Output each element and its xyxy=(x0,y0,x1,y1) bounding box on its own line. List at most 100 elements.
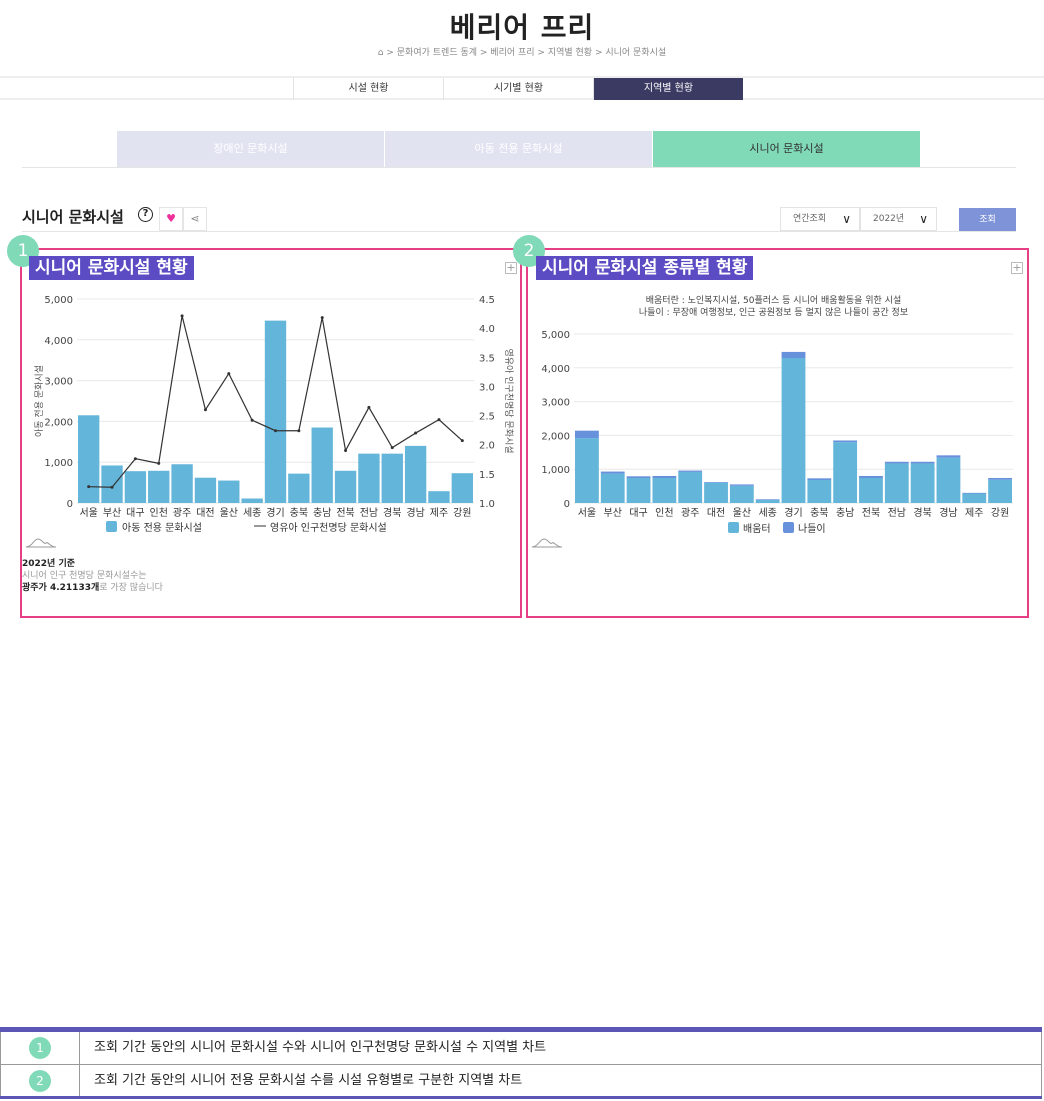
x-tick-label: 세종 xyxy=(243,507,261,519)
chart-subtitle: 나들이 : 무장애 여행정보, 인근 공원정보 등 멀지 않은 나들이 공간 정… xyxy=(639,306,908,318)
y-tick-label: 3,000 xyxy=(541,398,570,409)
x-tick-label: 경남 xyxy=(406,506,424,519)
breadcrumb-item[interactable]: 지역별 현황 xyxy=(547,48,593,58)
line-point xyxy=(460,439,464,443)
line-point xyxy=(227,372,231,376)
help-icon[interactable]: ? xyxy=(138,207,153,222)
bar-nadeuri xyxy=(910,461,935,464)
expand-icon[interactable]: + xyxy=(1011,261,1023,274)
line-point xyxy=(203,408,207,412)
bar-nadeuri xyxy=(704,482,728,483)
chevron-down-icon: ∨ xyxy=(842,212,851,226)
line-point xyxy=(157,461,161,465)
y-tick-label: 5,000 xyxy=(541,330,570,341)
bar-baeumteo xyxy=(575,438,599,503)
row-number-badge: 1 xyxy=(29,1037,51,1059)
tab-period-status[interactable]: 시기별 현황 xyxy=(443,78,593,100)
expand-icon[interactable]: + xyxy=(505,261,517,274)
breadcrumb-item[interactable]: 베리어 프리 xyxy=(490,48,535,58)
page-title: 베리어 프리 xyxy=(449,11,595,44)
year-select[interactable]: 2022년 ∨ xyxy=(860,207,937,231)
x-tick-label: 제주 xyxy=(965,507,983,519)
y-tick-label: 4,000 xyxy=(44,336,73,347)
bar xyxy=(124,471,147,503)
search-button[interactable]: 조회 xyxy=(959,208,1016,232)
y-tick-label: 0 xyxy=(67,499,73,510)
bar-nadeuri xyxy=(755,499,780,500)
y-axis-label: 아동 전용 문화시설 xyxy=(34,365,45,437)
y2-tick-label: 3.5 xyxy=(479,353,495,364)
y-tick-label: 0 xyxy=(564,499,570,510)
chart-logo-icon xyxy=(25,538,57,548)
line-point xyxy=(414,431,418,435)
legend-label: 배움터 xyxy=(743,523,771,535)
bar-baeumteo xyxy=(704,482,728,503)
panel-1 xyxy=(20,248,522,618)
line-point xyxy=(133,457,137,461)
y2-tick-label: 2.0 xyxy=(479,441,495,452)
subtab-children[interactable]: 아동 전용 문화시설 xyxy=(385,131,653,167)
bar-nadeuri xyxy=(833,440,858,443)
chevron-down-icon: ∨ xyxy=(919,212,928,226)
description-text: 조회 기간 동안의 시니어 전용 문화시설 수를 시설 유형별로 구분한 지역별… xyxy=(80,1065,1042,1096)
tab-region-status[interactable]: 지역별 현황 xyxy=(593,78,743,100)
bar-nadeuri xyxy=(807,478,832,481)
bar xyxy=(218,480,240,503)
subtab-disabled[interactable]: 장애인 문화시설 xyxy=(117,131,385,167)
legend-swatch xyxy=(106,521,117,532)
x-tick-label: 강원 xyxy=(991,507,1009,519)
tab-facility-status[interactable]: 시설 현황 xyxy=(293,78,443,100)
y2-tick-label: 3.0 xyxy=(479,382,495,393)
heart-icon[interactable]: ♥ xyxy=(159,207,183,231)
panel-2 xyxy=(526,248,1029,618)
bar-baeumteo xyxy=(652,477,677,503)
x-tick-label: 충남 xyxy=(313,507,331,519)
legend-swatch xyxy=(728,522,739,533)
bar xyxy=(358,453,380,503)
x-tick-label: 울산 xyxy=(220,507,238,519)
chart-2: 배움터란 : 노인복지시설, 50플러스 등 시니어 배움활동을 위한 시설나들… xyxy=(531,294,1013,548)
bar-baeumteo xyxy=(884,463,909,503)
description-row: 1 조회 기간 동안의 시니어 문화시설 수와 시니어 인구천명당 문화시설 수 … xyxy=(0,1032,1042,1064)
bar-baeumteo xyxy=(807,480,832,503)
x-tick-label: 인천 xyxy=(150,507,168,519)
note-date: 2022년 기준 xyxy=(22,559,76,569)
bar-baeumteo xyxy=(626,477,651,503)
bar-baeumteo xyxy=(678,471,703,503)
chart-subtitle: 배움터란 : 노인복지시설, 50플러스 등 시니어 배움활동을 위한 시설 xyxy=(646,294,902,306)
breadcrumb-item[interactable]: 문화여가 트렌드 동계 xyxy=(396,48,478,58)
bar xyxy=(311,427,333,503)
y-tick-label: 5,000 xyxy=(44,295,73,306)
bar xyxy=(194,477,217,503)
x-tick-label: 인천 xyxy=(655,507,673,519)
line-point xyxy=(390,446,394,450)
period-select-value: 연간조회 xyxy=(793,214,827,224)
y-tick-label: 4,000 xyxy=(541,364,570,375)
x-tick-label: 충남 xyxy=(836,507,854,519)
y-tick-label: 2,000 xyxy=(541,431,570,442)
breadcrumb-item[interactable]: 시니어 문화시설 xyxy=(605,48,667,58)
legend-label: 아동 전용 문화시설 xyxy=(122,522,202,534)
bar-baeumteo xyxy=(755,499,780,503)
bar xyxy=(334,470,357,503)
x-tick-label: 충북 xyxy=(290,507,308,519)
x-tick-label: 대전 xyxy=(707,507,725,519)
subtab-senior[interactable]: 시니어 문화시설 xyxy=(653,131,921,167)
period-select[interactable]: 연간조회 ∨ xyxy=(780,207,860,231)
chart-1-note: 2022년 기준 시니어 인구 천명당 문화시설수는 광주가 4.21133개로… xyxy=(22,558,163,594)
x-tick-label: 서울 xyxy=(79,507,97,519)
bar-nadeuri xyxy=(626,476,651,478)
bar-nadeuri xyxy=(678,470,703,472)
x-tick-label: 경기 xyxy=(784,506,802,519)
bar xyxy=(101,465,123,503)
x-tick-label: 경북 xyxy=(913,506,931,519)
bar-nadeuri xyxy=(781,351,806,358)
bar-nadeuri xyxy=(652,475,677,478)
share-icon[interactable]: ⋖ xyxy=(183,207,207,231)
bar xyxy=(428,491,450,503)
divider xyxy=(22,231,1016,232)
legend-label: 나들이 xyxy=(798,523,826,535)
home-icon[interactable]: ⌂ xyxy=(377,48,384,58)
breadcrumb: ⌂ > 문화여가 트렌드 동계 > 베리어 프리 > 지역별 현황 > 시니어 … xyxy=(377,48,667,58)
bar-baeumteo xyxy=(936,457,961,503)
